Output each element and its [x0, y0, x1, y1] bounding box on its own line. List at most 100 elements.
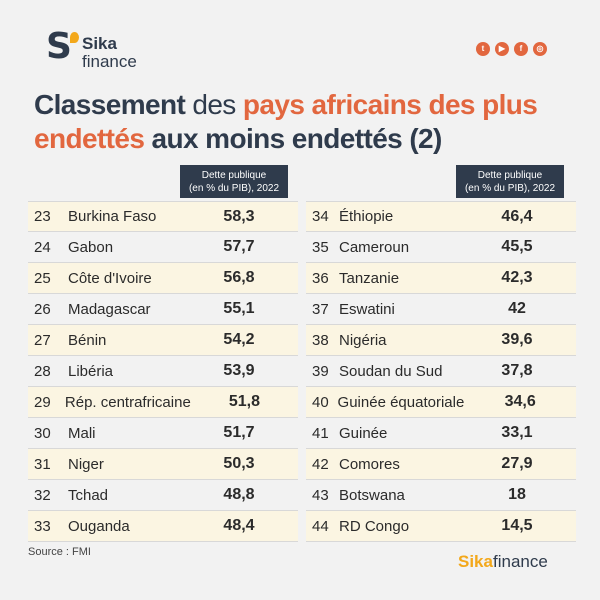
title-part-classement: Classement	[34, 89, 186, 120]
logo-word-finance: finance	[82, 52, 137, 71]
rank-cell: 29	[34, 393, 51, 411]
country-cell: Eswatini	[339, 300, 395, 318]
youtube-icon[interactable]: ▶	[495, 42, 509, 56]
country-cell: Niger	[68, 455, 104, 473]
value-cell: 42	[508, 300, 526, 317]
country-cell: Nigéria	[339, 331, 387, 349]
logo-word-sika: Sika	[82, 34, 117, 53]
table-row: 25 Côte d'Ivoire 56,8	[28, 263, 298, 294]
value-cell: 42,3	[501, 269, 533, 286]
table-row: 36 Tanzanie 42,3	[306, 263, 576, 294]
country-cell: Éthiopie	[339, 208, 394, 225]
table-row: 27 Bénin 54,2	[28, 325, 298, 356]
value-cell: 58,3	[223, 207, 255, 225]
rank-cell: 32	[34, 486, 51, 504]
value-cell: 48,8	[223, 486, 255, 503]
country-cell: Ouganda	[68, 517, 130, 535]
country-cell: Burkina Faso	[68, 208, 157, 225]
country-cell: Rép. centrafricaine	[64, 393, 191, 411]
country-cell: Libéria	[68, 362, 114, 380]
column-header-line1: Dette publique	[477, 170, 543, 181]
country-cell: Botswana	[339, 486, 405, 504]
country-cell: Madagascar	[68, 300, 151, 318]
rank-cell: 39	[312, 362, 329, 380]
column-header-debt: Dette publique (en % du PIB), 2022	[180, 165, 288, 198]
table-row: 28 Libéria 53,9	[28, 356, 298, 387]
brand-finance: finance	[492, 552, 548, 571]
rank-cell: 31	[34, 455, 51, 473]
country-cell: Guinée équatoriale	[337, 393, 465, 411]
country-cell: RD Congo	[339, 517, 410, 535]
value-cell: 45,5	[501, 238, 533, 255]
column-header-line1: Dette publique	[201, 170, 267, 181]
table-body-left: 23 Burkina Faso 58,3 24 Gabon 57,7 25 Côte d'Iv…	[28, 201, 298, 542]
rank-cell: 35	[312, 238, 329, 256]
rank-cell: 34	[312, 208, 329, 225]
rank-cell: 43	[312, 486, 329, 504]
table-row: 39 Soudan du Sud 37,8	[306, 356, 576, 387]
rank-cell: 36	[312, 269, 329, 287]
rank-cell: 24	[34, 238, 51, 256]
twitter-icon[interactable]: t	[476, 42, 490, 56]
rank-cell: 40	[312, 393, 329, 411]
table-row: 32 Tchad 48,8	[28, 480, 298, 511]
table-row: 41 Guinée 33,1	[306, 418, 576, 449]
value-cell: 55,1	[223, 300, 255, 317]
table-row: 30 Mali 51,7	[28, 418, 298, 449]
table-row: 44 RD Congo 14,5	[306, 511, 576, 542]
instagram-icon[interactable]: ◎	[533, 42, 547, 56]
value-cell: 57,7	[223, 238, 255, 255]
title-part-moins-endettes: aux moins endettés (2)	[144, 123, 443, 154]
column-header-debt: Dette publique (en % du PIB), 2022	[456, 165, 564, 198]
column-header-line2: (en % du PIB), 2022	[188, 183, 280, 194]
value-cell: 51,8	[228, 393, 260, 410]
country-cell: Tanzanie	[339, 269, 400, 287]
table-row: 34 Éthiopie 46,4	[306, 201, 576, 232]
title-part-des: des	[185, 89, 243, 120]
rank-cell: 28	[34, 362, 51, 380]
rank-cell: 23	[34, 208, 51, 225]
rank-cell: 33	[34, 517, 51, 535]
table-row: 33 Ouganda 48,4	[28, 511, 298, 542]
value-cell: 18	[508, 486, 526, 503]
value-cell: 14,5	[501, 517, 533, 534]
value-cell: 48,4	[223, 517, 255, 534]
table-row: 31 Niger 50,3	[28, 449, 298, 480]
social-links: t ▶ f ◎	[476, 42, 547, 56]
page-title: Classement des pays africains des plus e…	[34, 88, 574, 156]
country-cell: Soudan du Sud	[339, 362, 443, 380]
title-part-plus-endettes: pays africains des plus endettés	[34, 89, 538, 154]
rank-cell: 30	[34, 424, 51, 442]
facebook-icon[interactable]: f	[514, 42, 528, 56]
rank-cell: 38	[312, 331, 329, 349]
value-cell: 46,4	[501, 207, 533, 225]
table-row: 40 Guinée équatoriale 34,6	[306, 387, 576, 418]
value-cell: 39,6	[501, 331, 533, 348]
brand-footer: Sikafinance	[458, 552, 548, 572]
country-cell: Tchad	[68, 486, 109, 504]
logo-s-mark: S	[46, 26, 72, 67]
country-cell: Côte d'Ivoire	[68, 269, 152, 287]
country-cell: Cameroun	[339, 238, 410, 256]
value-cell: 54,2	[223, 331, 255, 348]
value-cell: 27,9	[501, 455, 533, 472]
table-row: 23 Burkina Faso 58,3	[28, 201, 298, 232]
table-row: 29 Rép. centrafricaine 51,8	[28, 387, 298, 418]
rank-cell: 26	[34, 300, 51, 318]
table-body-right: 34 Éthiopie 46,4 35 Cameroun 45,5 36 Tanzanie 42…	[306, 201, 576, 542]
brand-sika: Sika	[458, 552, 493, 571]
rank-cell: 25	[34, 269, 51, 287]
value-cell: 33,1	[501, 424, 533, 441]
country-cell: Gabon	[68, 238, 114, 256]
sikafinance-logo: S Sika finance	[46, 26, 156, 71]
value-cell: 53,9	[223, 362, 255, 379]
rank-cell: 42	[312, 455, 329, 473]
value-cell: 37,8	[501, 362, 533, 379]
country-cell: Mali	[68, 424, 96, 442]
value-cell: 56,8	[223, 269, 255, 286]
column-header-line2: (en % du PIB), 2022	[464, 183, 556, 194]
table-row: 26 Madagascar 55,1	[28, 294, 298, 325]
rank-cell: 37	[312, 300, 329, 318]
table-row: 35 Cameroun 45,5	[306, 232, 576, 263]
table-row: 42 Comores 27,9	[306, 449, 576, 480]
